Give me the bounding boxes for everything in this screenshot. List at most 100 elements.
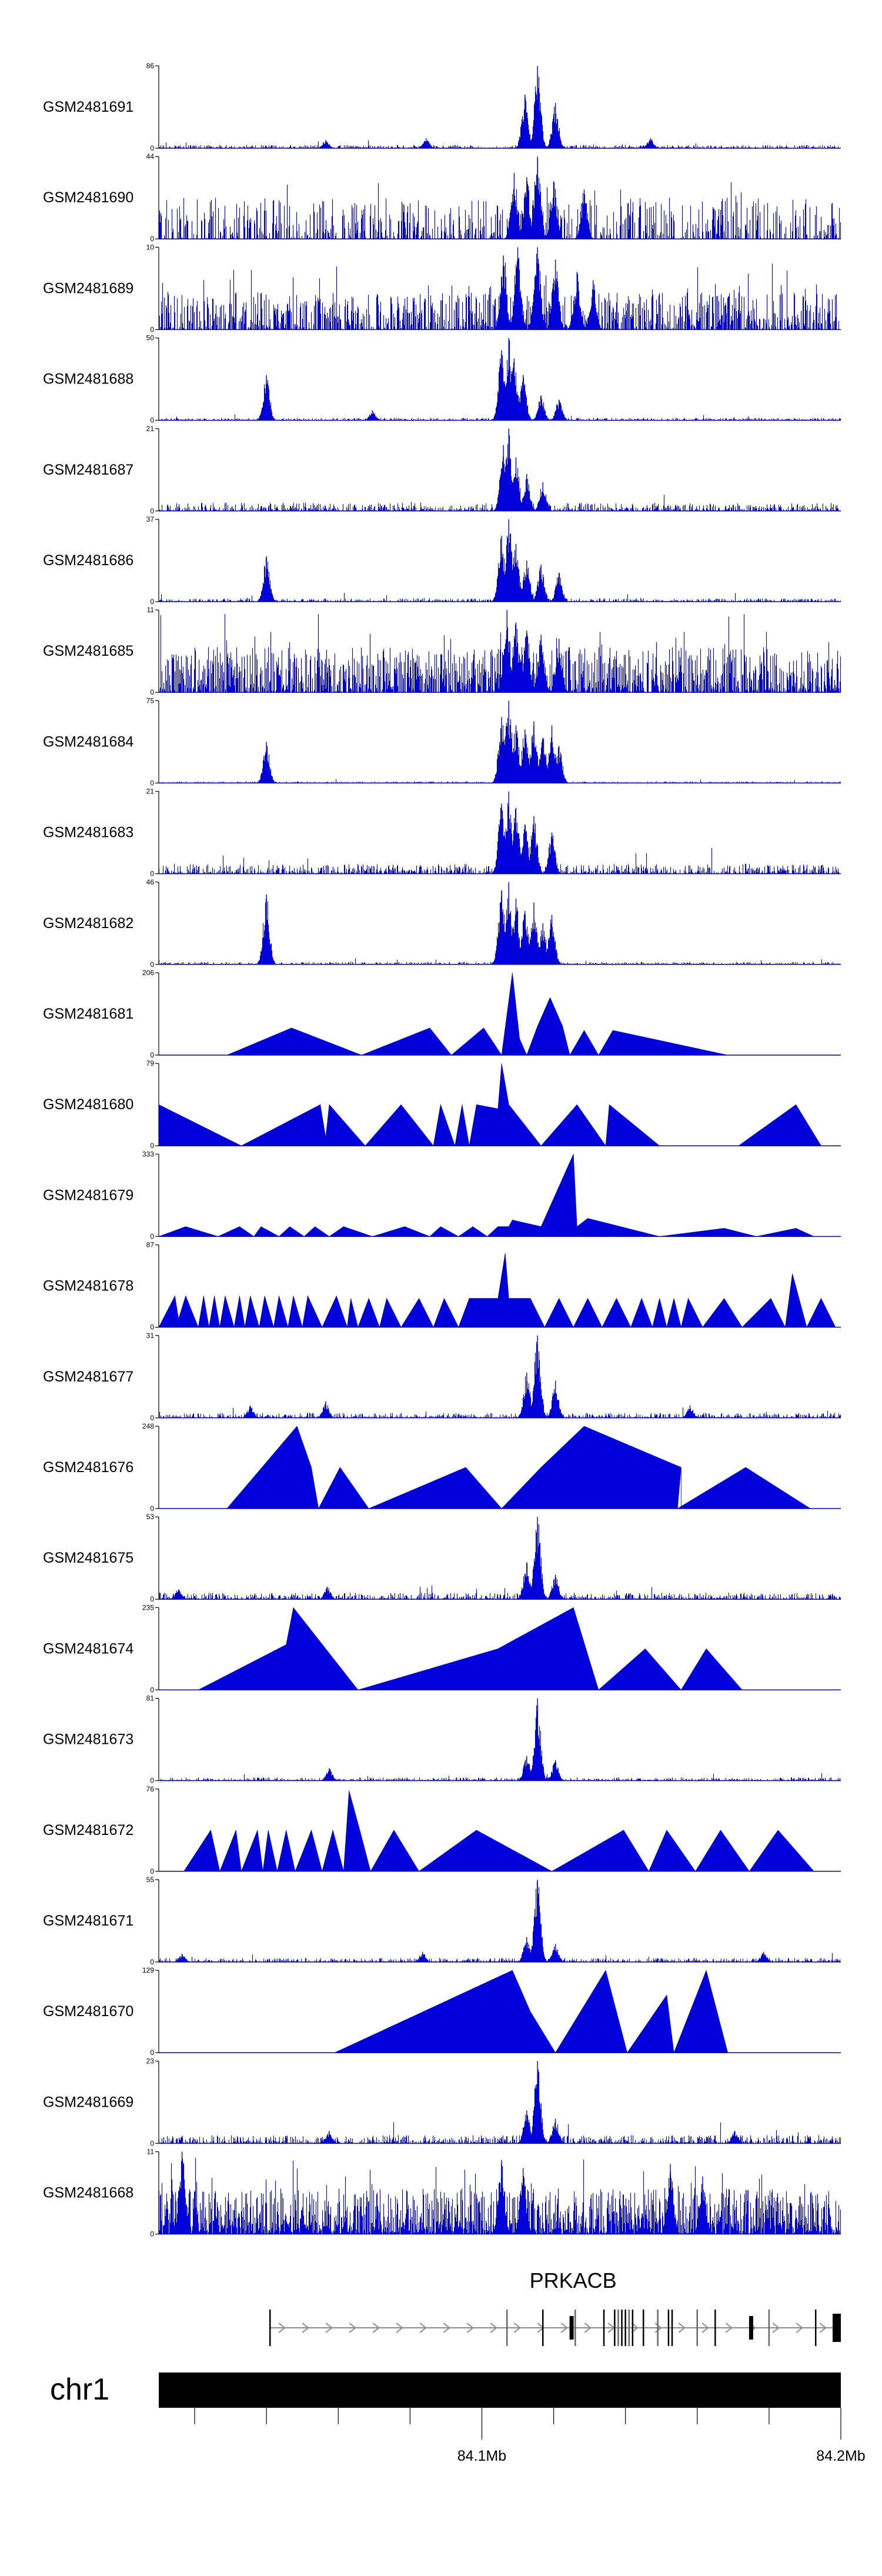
y-max-label: 129 <box>142 1966 154 1974</box>
gene-exon <box>643 2310 644 2346</box>
strand-arrow-icon <box>701 2323 709 2333</box>
track-label: GSM2481671 <box>43 1913 133 1929</box>
gene-exon <box>671 2310 673 2346</box>
track-label: GSM2481676 <box>43 1459 133 1476</box>
coverage-signal <box>158 2158 841 2234</box>
track-label: GSM2481670 <box>43 2003 133 2020</box>
gene-exon <box>657 2310 659 2346</box>
x-tick-label: 84.2Mb <box>816 2448 865 2464</box>
track-GSM2481675: GSM2481675 53 0 <box>43 1513 841 1603</box>
y-min-label: 0 <box>150 1414 154 1422</box>
strand-arrow-icon <box>325 2323 333 2333</box>
gene-exon <box>628 2310 630 2346</box>
chromosome-label: chr1 <box>50 2373 109 2407</box>
track-GSM2481671: GSM2481671 55 0 <box>43 1876 841 1966</box>
y-max-label: 37 <box>146 515 155 523</box>
coverage-signal <box>158 340 841 421</box>
coverage-signal <box>159 253 840 330</box>
track-GSM2481685: GSM2481685 11 0 <box>43 606 841 696</box>
track-label: GSM2481689 <box>43 280 133 296</box>
gene-exon <box>833 2314 841 2342</box>
coverage-signal <box>158 533 841 602</box>
gene-exon <box>614 2310 616 2346</box>
coverage-area <box>226 972 728 1056</box>
track-GSM2481682: GSM2481682 46 0 <box>43 878 841 969</box>
strand-arrow-icon <box>560 2323 568 2333</box>
track-GSM2481684: GSM2481684 75 0 <box>43 696 841 787</box>
track-GSM2481669: GSM2481669 23 0 <box>43 2057 841 2147</box>
track-label: GSM2481669 <box>43 2094 133 2110</box>
gene-exon <box>749 2316 753 2340</box>
y-min-label: 0 <box>150 1504 154 1513</box>
y-max-label: 53 <box>146 1513 155 1521</box>
y-max-label: 79 <box>146 1059 155 1067</box>
gene-exon <box>696 2310 698 2346</box>
track-label: GSM2481680 <box>43 1096 133 1113</box>
chromosome-bar <box>159 2373 841 2408</box>
track-label: GSM2481678 <box>43 1278 133 1294</box>
y-max-label: 11 <box>147 2148 155 2156</box>
coverage-area <box>183 1790 814 1872</box>
y-min-label: 0 <box>150 416 154 425</box>
strand-arrow-icon <box>396 2323 403 2333</box>
track-GSM2481688: GSM2481688 50 0 <box>43 334 841 425</box>
x-tick-label: 84.1Mb <box>457 2448 506 2464</box>
y-max-label: 31 <box>146 1332 155 1340</box>
gene-exon <box>632 2310 634 2346</box>
strand-arrow-icon <box>278 2323 286 2333</box>
y-max-label: 11 <box>147 606 155 614</box>
y-min-label: 0 <box>150 1051 154 1059</box>
y-min-label: 0 <box>150 2230 154 2238</box>
y-min-label: 0 <box>150 688 154 696</box>
track-label: GSM2481675 <box>43 1550 133 1566</box>
y-min-label: 0 <box>150 1595 154 1603</box>
track-GSM2481689: GSM2481689 10 0 <box>43 243 841 333</box>
coverage-signal <box>158 803 841 874</box>
y-min-label: 0 <box>150 235 154 243</box>
data-tracks: GSM2481691860GSM2481690440GSM2481689100G… <box>43 62 841 2238</box>
y-min-label: 0 <box>150 507 154 515</box>
track-label: GSM2481691 <box>43 99 133 115</box>
gene-exon <box>667 2310 670 2346</box>
y-min-label: 0 <box>150 1777 154 1785</box>
track-label: GSM2481672 <box>43 1822 133 1838</box>
track-label: GSM2481679 <box>43 1187 133 1203</box>
y-max-label: 75 <box>146 696 155 705</box>
y-max-label: 87 <box>146 1241 155 1249</box>
track-label: GSM2481682 <box>43 915 133 932</box>
gene-exon <box>815 2310 817 2346</box>
strand-arrow-icon <box>631 2323 639 2333</box>
y-min-label: 0 <box>150 960 154 969</box>
y-max-label: 55 <box>146 1876 155 1884</box>
track-GSM2481674: GSM2481674 235 0 <box>43 1603 841 1694</box>
track-label: GSM2481690 <box>43 189 133 206</box>
strand-arrow-icon <box>490 2323 497 2333</box>
y-min-label: 0 <box>150 779 154 787</box>
coverage-signal <box>158 2069 841 2144</box>
coverage-signal <box>158 1523 841 1600</box>
y-max-label: 44 <box>146 152 155 161</box>
y-min-label: 0 <box>150 1142 154 1150</box>
coverage-area <box>335 1970 803 2053</box>
y-min-label: 0 <box>150 144 154 152</box>
y-max-label: 21 <box>146 788 155 796</box>
track-GSM2481668: GSM2481668 11 0 <box>43 2148 841 2238</box>
gene-exon <box>624 2310 626 2346</box>
y-min-label: 0 <box>150 1686 154 1694</box>
y-min-label: 0 <box>150 1958 154 1966</box>
track-label: GSM2481686 <box>43 552 133 569</box>
coverage-signal <box>158 708 841 783</box>
y-max-label: 235 <box>142 1603 154 1611</box>
track-label: GSM2481684 <box>43 733 133 750</box>
coverage-signal <box>158 159 841 239</box>
track-label: GSM2481683 <box>43 825 133 841</box>
strand-arrow-icon <box>419 2323 427 2333</box>
y-max-label: 333 <box>142 1150 154 1158</box>
gene-model-track: PRKACB <box>269 2268 841 2346</box>
track-label: GSM2481687 <box>43 462 133 478</box>
y-max-label: 206 <box>142 969 154 977</box>
coverage-signal <box>158 614 841 693</box>
y-max-label: 23 <box>146 2057 155 2065</box>
track-GSM2481677: GSM2481677 31 0 <box>43 1332 841 1422</box>
